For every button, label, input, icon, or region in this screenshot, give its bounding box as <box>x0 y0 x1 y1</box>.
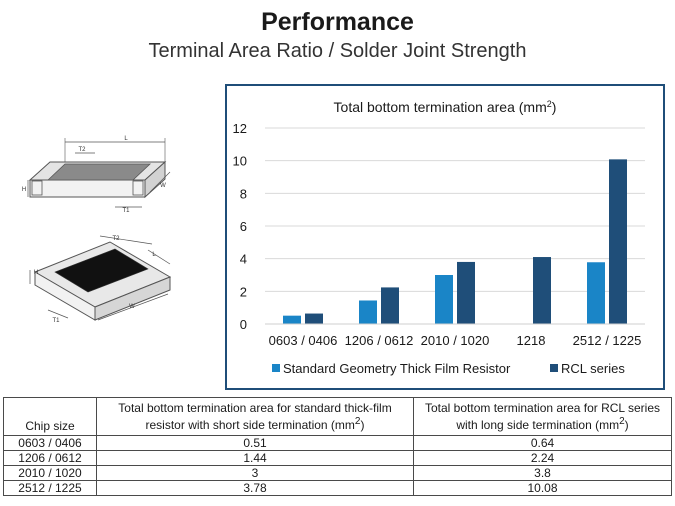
header-rcl-text: Total bottom termination area for RCL se… <box>425 400 660 432</box>
legend: Standard Geometry Thick Film Resistor RC… <box>272 361 625 376</box>
table-row: 2512 / 1225 3.78 10.08 <box>3 480 672 496</box>
legend-label-standard: Standard Geometry Thick Film Resistor <box>283 361 511 376</box>
chart-title: Total bottom termination area (mm2) <box>334 99 557 115</box>
bar-standard <box>435 275 453 324</box>
table-row: 1206 / 0612 1.44 2.24 <box>3 450 672 466</box>
dimension-label-t1: T1 <box>52 318 60 324</box>
table-row: 0603 / 0406 0.51 0.64 <box>3 435 672 451</box>
chart-title-end: ) <box>552 99 557 115</box>
table-cell-standard: 3 <box>96 465 414 481</box>
termination-area-chart: Total bottom termination area (mm2) 0246… <box>225 84 665 390</box>
y-tick-label: 12 <box>233 121 247 136</box>
table-header-row: Chip size Total bottom termination area … <box>3 397 672 436</box>
table-cell-chip: 2010 / 1020 <box>3 465 97 481</box>
y-tick-label: 4 <box>240 252 247 267</box>
y-tick-label: 2 <box>240 284 247 299</box>
table-cell-rcl: 10.08 <box>413 480 672 496</box>
x-tick-label: 1218 <box>517 333 546 348</box>
page-title: Performance <box>261 8 414 36</box>
table-cell-standard: 0.51 <box>96 435 414 451</box>
dimension-label-t1: T1 <box>122 208 130 214</box>
y-tick-label: 10 <box>233 154 247 169</box>
table-row: 2010 / 1020 3 3.8 <box>3 465 672 481</box>
header-rcl-sup: 2 <box>619 415 625 427</box>
chart-frame <box>225 84 665 390</box>
dimension-label-h: H <box>34 270 38 276</box>
header-standard-sup: 2 <box>354 415 361 427</box>
bar-standard <box>359 300 377 324</box>
table-cell-rcl: 2.24 <box>413 450 672 466</box>
bar-rcl <box>305 313 323 324</box>
y-tick-label: 6 <box>240 219 247 234</box>
legend-swatch-rcl <box>550 364 558 372</box>
table-cell-rcl: 0.64 <box>413 435 672 451</box>
header-standard-area: Total bottom termination area for standa… <box>96 397 414 436</box>
table-cell-standard: 1.44 <box>96 450 414 466</box>
legend-label-rcl: RCL series <box>561 361 625 376</box>
dimension-label-w: W <box>160 183 166 189</box>
dimension-label-l: L <box>124 136 128 142</box>
x-tick-label: 2512 / 1225 <box>573 333 642 348</box>
bar-rcl <box>457 261 475 324</box>
termination-area-table: Chip size Total bottom termination area … <box>3 397 672 496</box>
table-cell-standard: 3.78 <box>96 480 414 496</box>
table-cell-chip: 2512 / 1225 <box>3 480 97 496</box>
x-tick-label: 2010 / 1020 <box>421 333 490 348</box>
rcl-chip-diagram: T2 L H W T1 <box>29 235 172 324</box>
header-standard-end: ) <box>360 417 365 432</box>
bar-rcl <box>533 257 551 324</box>
header-rcl-end: ) <box>624 417 629 432</box>
chart-title-sup: 2 <box>547 99 552 109</box>
dimension-label-h: H <box>22 187 26 193</box>
table-cell-chip: 1206 / 0612 <box>3 450 97 466</box>
header-chip-size: Chip size <box>3 397 97 436</box>
dimension-label-t2: T2 <box>78 147 86 153</box>
chart-title-main: Total bottom termination area (mm <box>334 99 547 115</box>
dimension-label-l: L <box>152 252 156 258</box>
table-cell-rcl: 3.8 <box>413 465 672 481</box>
standard-chip-diagram: L T2 H T1 W <box>22 136 171 214</box>
legend-swatch-standard <box>272 364 280 372</box>
page-subtitle: Terminal Area Ratio / Solder Joint Stren… <box>148 40 527 62</box>
table-cell-chip: 0603 / 0406 <box>3 435 97 451</box>
bar-rcl <box>381 287 399 324</box>
y-tick-label: 8 <box>240 186 247 201</box>
x-tick-label: 1206 / 0612 <box>345 333 414 348</box>
x-tick-label: 0603 / 0406 <box>269 333 338 348</box>
bar-standard <box>283 315 301 324</box>
bar-rcl <box>609 159 627 324</box>
dimension-label-w: W <box>129 304 135 310</box>
y-tick-label: 0 <box>240 317 247 332</box>
dimension-label-t2: T2 <box>112 236 120 242</box>
header-standard-text: Total bottom termination area for standa… <box>118 400 392 432</box>
bar-standard <box>587 262 605 324</box>
header-rcl-area: Total bottom termination area for RCL se… <box>413 397 672 436</box>
